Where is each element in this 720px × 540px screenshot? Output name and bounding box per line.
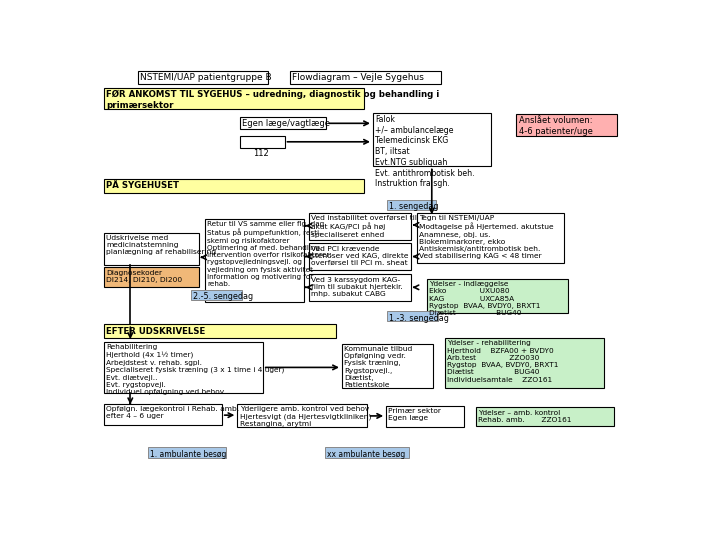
Text: Flowdiagram – Vejle Sygehus: Flowdiagram – Vejle Sygehus <box>292 73 424 82</box>
Text: Rehabilitering
Hjerthold (4x 1½ timer)
Arbejdstest v. rehab. sgpl.
Specialiseret: Rehabilitering Hjerthold (4x 1½ timer) A… <box>107 345 284 395</box>
Text: Tegn til NSTEMI/UAP
Modtagelse på Hjertemed. akutstue
Anamnese, obj. us.
Biokemi: Tegn til NSTEMI/UAP Modtagelse på Hjerte… <box>419 215 554 259</box>
Text: PÅ SYGEHUSET: PÅ SYGEHUSET <box>107 181 179 190</box>
FancyBboxPatch shape <box>104 325 336 338</box>
FancyBboxPatch shape <box>290 71 441 84</box>
Text: Egen læge/vagtlæge: Egen læge/vagtlæge <box>242 119 330 129</box>
FancyBboxPatch shape <box>309 244 411 271</box>
FancyBboxPatch shape <box>386 406 464 427</box>
FancyBboxPatch shape <box>240 117 326 130</box>
Text: Kommunale tilbud
Opfølgning vedr.
Fysisk træning,
Rygstopvejl.,
Diætist,
Patient: Kommunale tilbud Opfølgning vedr. Fysisk… <box>344 346 413 388</box>
Text: 2.-5. sengedag: 2.-5. sengedag <box>193 292 253 301</box>
Text: Ydelser - rehabilitering
Hjerthold    BZFA00 + BVDY0
Arb.test              ZZO03: Ydelser - rehabilitering Hjerthold BZFA0… <box>447 340 559 383</box>
FancyBboxPatch shape <box>148 448 225 457</box>
FancyBboxPatch shape <box>104 179 364 193</box>
FancyBboxPatch shape <box>104 342 263 393</box>
FancyBboxPatch shape <box>204 219 304 302</box>
FancyBboxPatch shape <box>516 114 617 136</box>
FancyBboxPatch shape <box>417 213 564 262</box>
Text: Falok
+/– ambulancelæge
Telemedicinsk EKG
BT, iltsat
Evt.NTG subliguah
Evt. anti: Falok +/– ambulancelæge Telemedicinsk EK… <box>375 115 474 188</box>
Text: 112: 112 <box>253 150 269 159</box>
FancyBboxPatch shape <box>387 311 438 321</box>
FancyBboxPatch shape <box>476 408 614 426</box>
FancyBboxPatch shape <box>138 71 269 84</box>
FancyBboxPatch shape <box>309 274 411 301</box>
FancyBboxPatch shape <box>104 403 222 425</box>
Text: 1. sengedag: 1. sengedag <box>389 202 438 211</box>
FancyBboxPatch shape <box>104 233 199 265</box>
FancyBboxPatch shape <box>387 200 436 210</box>
Text: FØR ANKOMST TIL SYGEHUS – udredning, diagnostik og behandling i
primærsektor: FØR ANKOMST TIL SYGEHUS – udredning, dia… <box>107 90 439 110</box>
FancyBboxPatch shape <box>373 112 490 166</box>
FancyBboxPatch shape <box>104 88 364 110</box>
Text: xx ambulante besøg: xx ambulante besøg <box>327 450 405 459</box>
FancyBboxPatch shape <box>325 448 408 457</box>
Text: Udskrivelse med
medicinatstemning
planlægning af rehabilisering: Udskrivelse med medicinatstemning planlæ… <box>107 235 217 255</box>
FancyBboxPatch shape <box>309 213 411 240</box>
Text: Anslået volumen:
4-6 patienter/uge: Anslået volumen: 4-6 patienter/uge <box>518 117 593 136</box>
Text: Opfølgn. lægekontrol i Rehab. amb.
efter 4 – 6 uger: Opfølgn. lægekontrol i Rehab. amb. efter… <box>107 406 239 419</box>
Text: Ved PCI krævende
stenoser ved KAG, direkte
overførsel til PCI m. sheat: Ved PCI krævende stenoser ved KAG, direk… <box>311 246 408 266</box>
Text: 1.-3. sengedag: 1.-3. sengedag <box>389 314 449 322</box>
FancyBboxPatch shape <box>191 289 242 300</box>
FancyBboxPatch shape <box>427 279 568 313</box>
Text: Primær sektor
Egen læge: Primær sektor Egen læge <box>388 408 441 422</box>
Text: 1. ambulante besøg: 1. ambulante besøg <box>150 450 227 459</box>
Text: Ved 3 karssygdom KAG-
film til subakut hjertekir.
mhp. subakut CABG: Ved 3 karssygdom KAG- film til subakut h… <box>311 276 402 297</box>
Text: NSTEMI/UAP patientgruppe B: NSTEMI/UAP patientgruppe B <box>140 73 272 82</box>
Text: Ydelser – amb. kontrol
Rehab. amb.       ZZO161: Ydelser – amb. kontrol Rehab. amb. ZZO16… <box>478 410 572 423</box>
Text: Retur til VS samme eller flg. dag
Status på pumpefunktion, resti-
skemi og risik: Retur til VS samme eller flg. dag Status… <box>207 221 332 287</box>
FancyBboxPatch shape <box>240 136 284 148</box>
FancyBboxPatch shape <box>342 343 433 388</box>
FancyBboxPatch shape <box>445 338 604 388</box>
Text: Ydelser - indlæggelse
Ekko              UXU080
KAG               UXCA85A
Rygstop: Ydelser - indlæggelse Ekko UXU080 KAG UX… <box>429 281 541 316</box>
FancyBboxPatch shape <box>104 267 199 287</box>
Text: EFTER UDSKRIVELSE: EFTER UDSKRIVELSE <box>107 327 205 335</box>
Text: Yderligere amb. kontrol ved behov
Hjertesvigt (da Hjertesvigtkliniken)
Restangin: Yderligere amb. kontrol ved behov Hjerte… <box>240 406 371 427</box>
Text: Diagnosekoder
DI214, DI210, DI200: Diagnosekoder DI214, DI210, DI200 <box>107 269 182 283</box>
FancyBboxPatch shape <box>238 403 367 427</box>
Text: Ved instabilitet overførsel til
akut KAG/PCI på høj
specialiseret enhed: Ved instabilitet overførsel til akut KAG… <box>311 215 417 238</box>
